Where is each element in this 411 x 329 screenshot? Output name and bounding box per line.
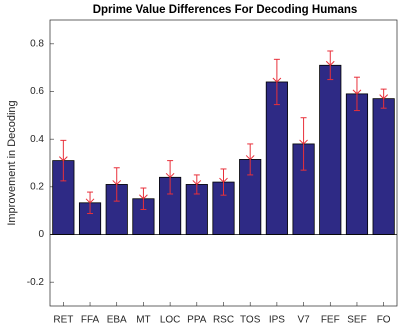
x-tick-label: SEF bbox=[347, 315, 366, 326]
x-tick-label: PPA bbox=[187, 315, 207, 326]
x-tick-label: FFA bbox=[81, 315, 100, 326]
error-bar bbox=[325, 50, 335, 81]
error-bar bbox=[245, 143, 255, 176]
plot-frame bbox=[49, 19, 398, 307]
x-tick-label: FO bbox=[377, 315, 391, 326]
x-tick-label: IPS bbox=[269, 315, 285, 326]
error-bar bbox=[379, 88, 389, 109]
x-tick-label: RSC bbox=[213, 315, 234, 326]
y-tick-label: 0.4 bbox=[30, 134, 44, 145]
y-tick-label: 0 bbox=[38, 229, 44, 240]
x-tick-label: LOC bbox=[160, 315, 181, 326]
error-bar bbox=[192, 174, 202, 195]
x-tick-label: V7 bbox=[297, 315, 310, 326]
error-bar bbox=[165, 160, 175, 195]
chart-title: Dprime Value Differences For Decoding Hu… bbox=[93, 4, 358, 16]
error-bar bbox=[272, 58, 282, 106]
y-axis-label: Improvement in Decoding bbox=[6, 100, 18, 225]
error-bar bbox=[299, 117, 308, 171]
error-bar bbox=[85, 191, 95, 215]
bar bbox=[345, 93, 369, 235]
y-tick-label: 0.8 bbox=[30, 38, 44, 49]
y-tick-label: 0.6 bbox=[30, 86, 44, 97]
x-tick-label: RET bbox=[53, 315, 73, 326]
x-tick-label: EBA bbox=[107, 315, 127, 326]
x-tick-label: FEF bbox=[321, 315, 340, 326]
error-bar bbox=[112, 167, 122, 202]
error-bar bbox=[219, 168, 228, 196]
y-tick-label: -0.2 bbox=[27, 277, 45, 288]
error-bar bbox=[58, 139, 68, 182]
bar bbox=[319, 64, 342, 235]
x-tick-label: TOS bbox=[240, 315, 261, 326]
x-tick-label: MT bbox=[136, 315, 150, 326]
y-tick-label: 0.2 bbox=[30, 181, 44, 192]
error-bar bbox=[139, 187, 148, 210]
error-bar bbox=[352, 76, 362, 112]
bar bbox=[372, 98, 395, 235]
